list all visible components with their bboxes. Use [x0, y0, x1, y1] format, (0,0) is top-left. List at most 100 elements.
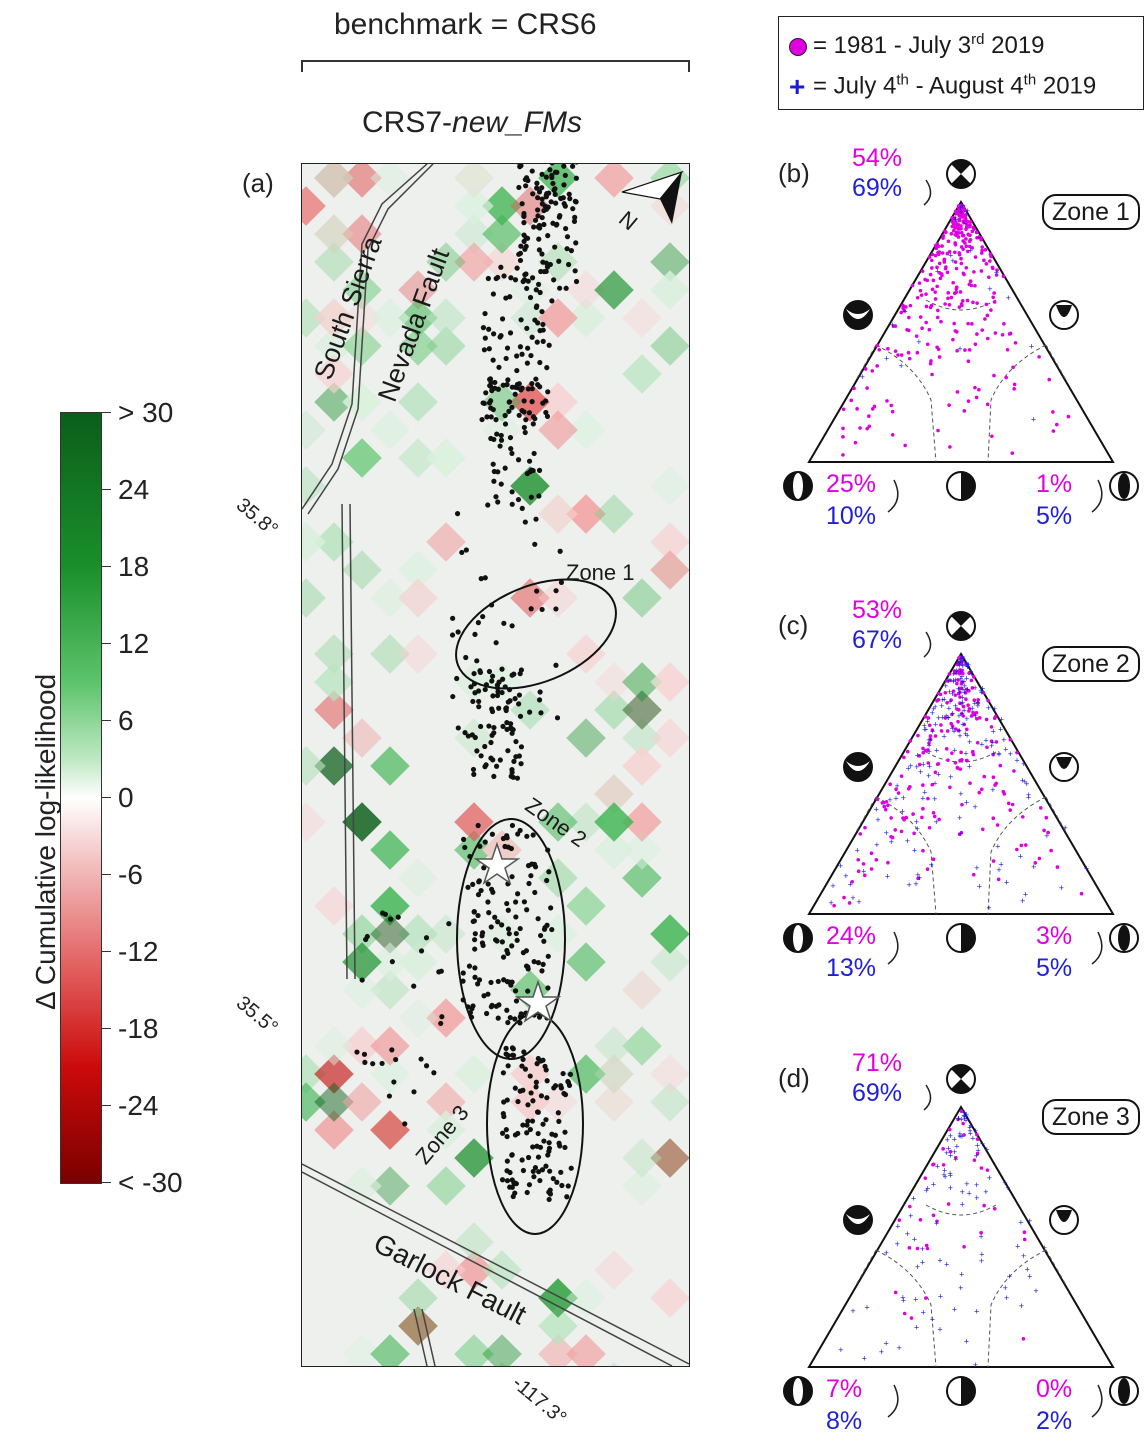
ternary-point: +	[930, 708, 935, 718]
ternary-point: +	[856, 897, 861, 907]
ternary-point	[944, 747, 949, 751]
earthquake-dot	[535, 281, 542, 287]
ternary-point	[973, 342, 978, 347]
earthquake-dot	[538, 710, 544, 716]
ternary-point: +	[984, 1144, 989, 1154]
ternary-point	[963, 219, 968, 223]
earthquake-dot	[501, 977, 507, 983]
earthquake-dot	[525, 345, 531, 351]
earthquake-dot	[465, 733, 471, 739]
ternary-point: +	[965, 206, 970, 216]
ternary-point: +	[838, 1345, 843, 1355]
ternary-point	[965, 727, 969, 732]
ternary-point	[984, 302, 989, 307]
earthquake-dot	[564, 234, 571, 240]
ternary-point: +	[983, 1187, 988, 1197]
earthquake-dot	[521, 238, 527, 244]
ternary-point	[966, 399, 971, 403]
grid-cell	[342, 1082, 382, 1122]
earthquake-dot	[527, 1073, 533, 1079]
earthquake-dot	[523, 417, 529, 423]
ternary-point	[962, 722, 967, 727]
ternary-point: +	[953, 213, 958, 223]
ternary-point: +	[938, 1292, 943, 1302]
ternary-point	[924, 1296, 928, 1300]
earthquake-dot	[486, 326, 492, 332]
ternary-point: +	[926, 771, 931, 781]
earthquake-dot	[496, 364, 502, 370]
earthquake-dot	[470, 698, 476, 705]
ternary-point	[959, 1109, 964, 1114]
earthquake-dot	[533, 1084, 539, 1090]
ternary-point	[948, 785, 952, 790]
earthquake-dot	[545, 204, 551, 210]
ternary-point	[958, 767, 963, 771]
ternary-point	[958, 695, 962, 699]
grid-cell	[398, 550, 438, 590]
ternary-point	[957, 218, 962, 223]
earthquake-dot	[389, 959, 395, 965]
grid-cell	[482, 214, 522, 254]
earthquake-dot	[572, 214, 578, 220]
grid-cell	[566, 634, 606, 674]
earthquake-dot	[521, 899, 528, 905]
ternary-point: +	[1027, 1272, 1032, 1282]
ternary-point: +	[963, 1111, 968, 1121]
earthquake-dot	[485, 275, 491, 282]
grid-cell	[398, 634, 438, 674]
earthquake-dot	[518, 317, 524, 323]
earthquake-dot	[565, 261, 572, 268]
ternary-point	[972, 698, 977, 703]
earthquake-dot	[538, 1093, 545, 1099]
ternary-point	[926, 796, 930, 801]
ternary-point: +	[977, 881, 982, 891]
earthquake-dot	[391, 1079, 397, 1085]
ternary-point: +	[956, 1113, 961, 1123]
ternary-point: +	[957, 344, 962, 354]
ternary-point: +	[879, 1347, 884, 1357]
ternary-point: +	[964, 714, 969, 724]
grid-cell	[302, 746, 326, 786]
ternary-point	[928, 737, 933, 742]
earthquake-dot	[532, 217, 539, 223]
ternary-point: +	[966, 660, 971, 670]
ternary-point: +	[936, 713, 941, 723]
grid-cell	[538, 914, 578, 954]
thrust-fault-icon	[1109, 923, 1139, 953]
ternary-point: +	[980, 1139, 985, 1149]
earthquake-dot	[488, 405, 494, 411]
grid-cell	[398, 998, 438, 1038]
ternary-point	[968, 279, 973, 284]
earthquake-dot	[493, 417, 499, 423]
thrust-fault-icon	[1109, 471, 1139, 501]
earthquake-dot	[386, 1093, 393, 1099]
marker-legend: = 1981 - July 3rd 2019 + = July 4th - Aug…	[778, 16, 1144, 110]
ternary-point	[939, 729, 944, 733]
earthquake-dot	[480, 325, 487, 331]
earthquake-dot	[507, 1015, 513, 1021]
ternary-point	[974, 395, 979, 400]
colorbar-tick	[101, 720, 111, 721]
earthquake-dot	[510, 774, 516, 780]
earthquake-dot	[529, 334, 535, 340]
ternary-point: +	[1008, 749, 1013, 759]
ternary-point	[989, 308, 993, 312]
ternary-point	[920, 326, 924, 330]
earthquake-dot	[541, 926, 548, 932]
ternary-point	[935, 284, 939, 289]
ternary-point: +	[956, 725, 961, 735]
ternary-point	[960, 668, 965, 673]
earthquake-dot	[510, 1193, 516, 1200]
earthquake-dot	[516, 412, 522, 418]
earthquake-dot	[489, 831, 496, 837]
earthquake-dot	[539, 214, 545, 221]
ternary-point	[1079, 891, 1084, 896]
ternary-point	[974, 230, 979, 235]
earthquake-dot	[476, 878, 482, 884]
ternary-point	[956, 678, 960, 682]
earthquake-dot	[544, 877, 550, 884]
ternary-point	[980, 245, 985, 249]
ternary-point	[982, 258, 986, 263]
earthquake-dot	[486, 910, 492, 916]
ternary-point: +	[907, 880, 912, 890]
